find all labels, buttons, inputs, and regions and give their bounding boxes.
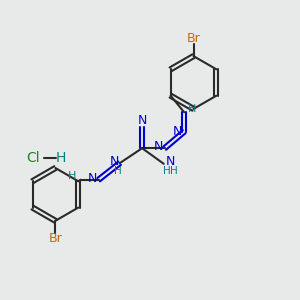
Text: H: H (170, 166, 178, 176)
Text: N: N (110, 154, 119, 168)
Text: N: N (153, 140, 163, 153)
Text: N: N (173, 125, 182, 138)
Text: H: H (114, 166, 122, 176)
Text: H: H (56, 151, 66, 164)
Text: N: N (166, 155, 175, 168)
Text: Br: Br (187, 32, 200, 45)
Text: Br: Br (49, 232, 62, 245)
Text: H: H (163, 166, 171, 176)
Text: H: H (188, 103, 197, 114)
Text: Cl: Cl (26, 151, 40, 164)
Text: H: H (68, 171, 76, 181)
Text: N: N (87, 172, 97, 185)
Text: N: N (137, 114, 147, 127)
